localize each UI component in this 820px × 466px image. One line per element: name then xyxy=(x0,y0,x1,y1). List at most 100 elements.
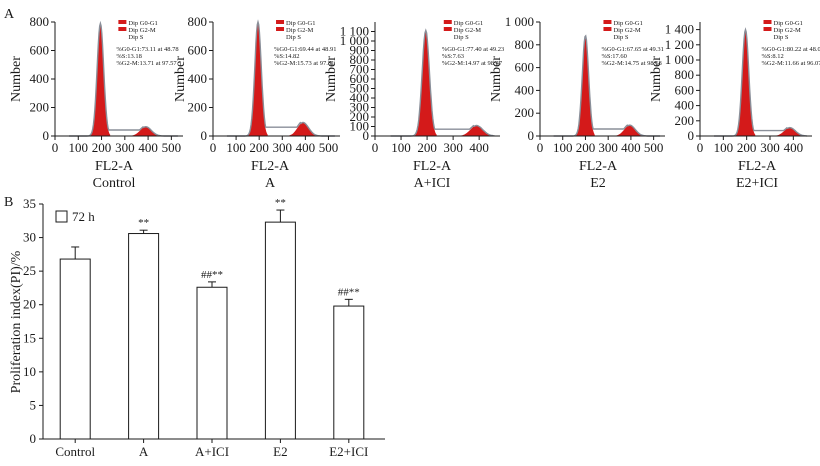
y-tick-label: 700 xyxy=(350,62,370,77)
x-tick-label: A xyxy=(139,444,149,459)
stats-line: %G2-M:14.75 at 98.68 xyxy=(601,60,661,67)
stats-line: %G2-M:11.66 at 96.07 xyxy=(762,60,820,67)
x-tick-label: 100 xyxy=(391,140,411,155)
legend-swatch xyxy=(118,27,127,31)
bar xyxy=(333,305,365,440)
legend-entry: Dip G0-G1 xyxy=(286,20,315,27)
y-tick-label: 0 xyxy=(43,128,50,143)
bar xyxy=(196,286,228,440)
x-tick-label: Control xyxy=(55,444,95,459)
x-tick-label: 100 xyxy=(69,140,89,155)
legend-swatch xyxy=(603,27,612,31)
legend-entry: Dip G0-G1 xyxy=(774,20,803,27)
x-tick-label: 100 xyxy=(226,140,246,155)
legend-swatch xyxy=(443,20,452,24)
y-tick-label: 600 xyxy=(30,43,50,58)
legend-entry: Dip S xyxy=(454,34,469,41)
y-tick-label: 400 xyxy=(675,98,695,113)
stats-line: %S:17.60 xyxy=(601,53,626,60)
y-tick-label: 1 000 xyxy=(665,52,694,67)
legend-entry: Dip G0-G1 xyxy=(128,20,157,27)
legend-label: 72 h xyxy=(72,209,95,224)
significance-annotation: ** xyxy=(138,217,149,229)
x-tick-label: 0 xyxy=(52,140,59,155)
legend-swatch xyxy=(276,27,285,31)
y-tick-label: 0 xyxy=(688,128,695,143)
y-tick-label: 1 400 xyxy=(665,22,694,37)
legend-entry: Dip S xyxy=(613,34,628,41)
legend-swatch xyxy=(118,20,127,24)
y-tick-label: 400 xyxy=(30,71,50,86)
x-tick-label: 100 xyxy=(553,140,573,155)
bar xyxy=(128,233,160,440)
y-tick-label: 25 xyxy=(23,263,36,278)
x-tick-label: 200 xyxy=(737,140,757,155)
condition-label: E2+ICI xyxy=(736,176,778,191)
y-tick-label: 300 xyxy=(350,100,370,115)
y-tick-label: 0 xyxy=(528,128,535,143)
y-tick-label: 100 xyxy=(350,119,370,134)
x-tick-label: 300 xyxy=(273,140,293,155)
stats-line: %S:13.18 xyxy=(116,53,141,60)
stats-line: %G0-G1:80.22 at 48.03 xyxy=(762,46,820,53)
x-tick-label: 200 xyxy=(417,140,437,155)
y-tick-label: 400 xyxy=(350,90,370,105)
x-tick-label: 500 xyxy=(644,140,664,155)
y-tick-label: 600 xyxy=(515,60,535,75)
y-axis-title: Proliferation index(PI)/% xyxy=(9,250,24,393)
x-tick-label: 300 xyxy=(443,140,463,155)
y-axis-title: Number xyxy=(9,56,24,102)
x-tick-label: 0 xyxy=(210,140,217,155)
x-tick-label: A+ICI xyxy=(195,444,229,459)
stats-line: %G0-G1:67.65 at 49.31 xyxy=(601,46,663,53)
legend-entry: Dip G0-G1 xyxy=(613,20,642,27)
x-tick-label: 0 xyxy=(372,140,379,155)
legend-entry: Dip S xyxy=(774,34,789,41)
condition-label: E2 xyxy=(590,176,606,191)
x-tick-label: 500 xyxy=(319,140,339,155)
y-tick-label: 0 xyxy=(363,128,370,143)
panel-b-label: B xyxy=(4,195,13,210)
y-tick-label: 900 xyxy=(350,43,370,58)
x-axis-title: FL2-A xyxy=(95,159,134,174)
legend-swatch xyxy=(763,20,772,24)
x-tick-label: 0 xyxy=(537,140,544,155)
stats-line: %S:8.12 xyxy=(762,53,784,60)
condition-label: A xyxy=(265,176,276,191)
significance-annotation: ##** xyxy=(338,286,360,298)
legend-entry: Dip G2-M xyxy=(454,27,481,34)
y-axis-title: Number xyxy=(489,56,504,102)
y-axis-title: Number xyxy=(649,56,664,102)
significance-annotation: ** xyxy=(275,197,286,209)
y-tick-label: 10 xyxy=(23,364,36,379)
x-tick-label: 0 xyxy=(697,140,704,155)
x-axis-title: FL2-A xyxy=(579,159,618,174)
legend-entry: Dip G2-M xyxy=(613,27,640,34)
significance-annotation: ##** xyxy=(201,269,223,281)
stats-line: %G0-G1:73.11 at 48.78 xyxy=(116,46,178,53)
stats-line: %G2-M:13.71 at 97.57 xyxy=(116,60,177,67)
legend-entry: Dip S xyxy=(128,34,143,41)
x-tick-label: 400 xyxy=(784,140,804,155)
x-tick-label: 300 xyxy=(598,140,618,155)
x-tick-label: 200 xyxy=(576,140,596,155)
y-tick-label: 200 xyxy=(675,113,695,128)
legend-entry: Dip S xyxy=(286,34,301,41)
y-axis-title: Number xyxy=(324,56,339,102)
stats-line: %G2-M:15.73 at 97.81 xyxy=(274,60,334,67)
x-tick-label: 300 xyxy=(760,140,780,155)
stats-line: %S:14.82 xyxy=(274,53,299,60)
y-tick-label: 600 xyxy=(350,71,370,86)
x-axis-title: FL2-A xyxy=(738,159,777,174)
histogram-outline xyxy=(69,20,178,137)
x-axis-title: FL2-A xyxy=(251,159,290,174)
y-tick-label: 800 xyxy=(188,14,208,29)
stats-line: %G2-M:14.97 at 98.47 xyxy=(442,60,503,67)
y-tick-label: 200 xyxy=(188,100,208,115)
y-tick-label: 800 xyxy=(350,52,370,67)
x-tick-label: 400 xyxy=(621,140,641,155)
